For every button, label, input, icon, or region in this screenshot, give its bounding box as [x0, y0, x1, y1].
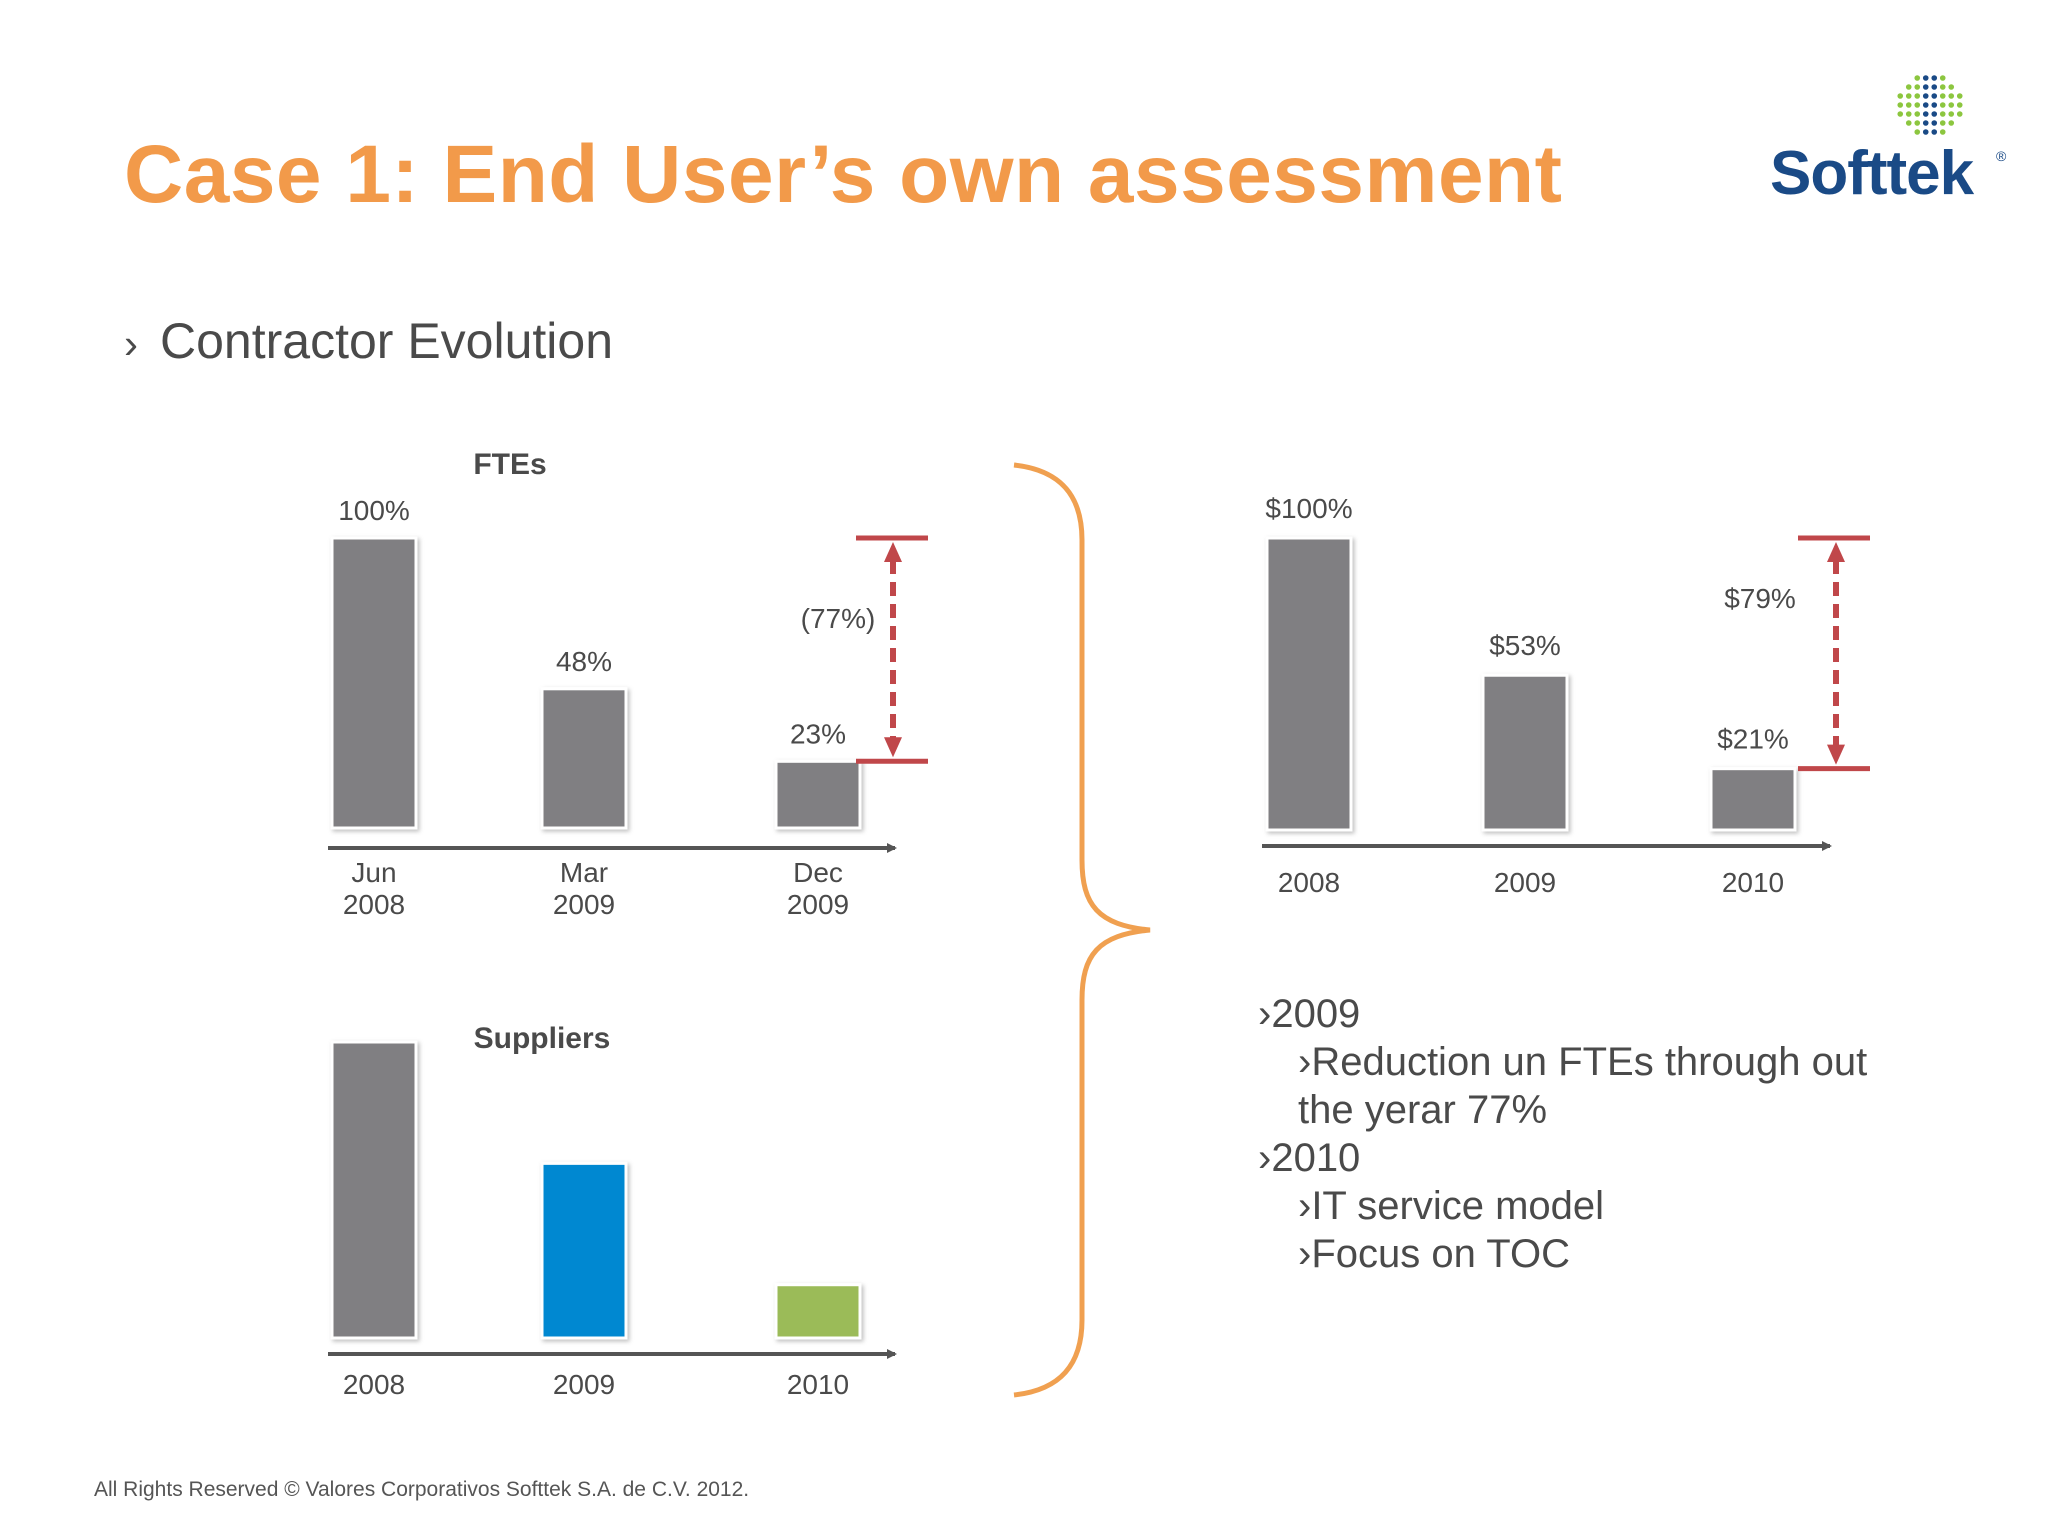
tick-label: 2008: [343, 1369, 405, 1400]
note-year: ›2009: [1258, 992, 1361, 1036]
range-arrow-down: [884, 737, 902, 758]
bar: [774, 1283, 862, 1340]
slide-title: Case 1: End User’s own assessment: [124, 129, 1563, 220]
data-label: 100%: [338, 495, 410, 526]
heading-bullet: ›: [124, 320, 138, 367]
tick-label: 2010: [787, 1369, 849, 1400]
tick-label: Dec: [793, 857, 843, 888]
heading-text: Contractor Evolution: [160, 313, 614, 369]
logo-text: Softtek: [1770, 139, 1974, 208]
softtek-logo: Softtek ®: [1770, 70, 2010, 210]
bar: [540, 1161, 628, 1340]
chart-title: FTEs: [473, 448, 546, 481]
range-arrow-up: [1827, 542, 1845, 562]
note-year: ›2010: [1258, 1136, 1361, 1180]
copyright-footer: All Rights Reserved © Valores Corporativ…: [94, 1478, 750, 1501]
bar: [1265, 536, 1353, 832]
logo-dots-icon: [1897, 75, 1963, 135]
tick-label: 2009: [553, 1369, 615, 1400]
cost-chart: $100% 2008 $53% 2009 $21% 2010 $79%: [1262, 493, 1870, 898]
data-label: $53%: [1489, 630, 1561, 661]
bar: [1481, 673, 1569, 832]
tick-label: 2008: [343, 889, 405, 920]
logo-registered-mark: ®: [1996, 148, 2007, 164]
tick-label: 2010: [1722, 867, 1784, 898]
data-label: $21%: [1717, 724, 1789, 755]
tick-label: Mar: [560, 857, 608, 888]
range-annotation: (77%): [801, 603, 876, 634]
suppliers-chart: Suppliers 2008 2009 2010: [328, 1022, 897, 1400]
data-label: 23%: [790, 718, 846, 749]
tick-label: 2009: [1494, 867, 1556, 898]
tick-label: Jun: [351, 857, 396, 888]
section-heading: › Contractor Evolution: [124, 312, 613, 370]
tick-label: 2008: [1278, 867, 1340, 898]
range-annotation: $79%: [1724, 583, 1796, 614]
tick-label: 2009: [787, 889, 849, 920]
range-arrow-down: [1827, 744, 1845, 765]
tick-label: 2009: [553, 889, 615, 920]
note-item: ›Reduction un FTEs through out the yerar…: [1298, 1040, 1868, 1132]
note-item: ›Focus on TOC: [1298, 1232, 1570, 1276]
bar: [1709, 767, 1797, 832]
data-label: 48%: [556, 646, 612, 677]
bar: [330, 1040, 418, 1340]
chart-title: Suppliers: [474, 1022, 611, 1055]
data-label: $100%: [1265, 493, 1352, 524]
range-arrow-up: [884, 542, 902, 562]
bar: [540, 687, 628, 830]
bar: [774, 759, 862, 830]
note-item: ›IT service model: [1298, 1184, 1605, 1228]
bar: [330, 536, 418, 830]
notes-list: ›2009 ›Reduction un FTEs through out the …: [1258, 990, 1878, 1278]
curly-brace: [1013, 462, 1151, 1398]
